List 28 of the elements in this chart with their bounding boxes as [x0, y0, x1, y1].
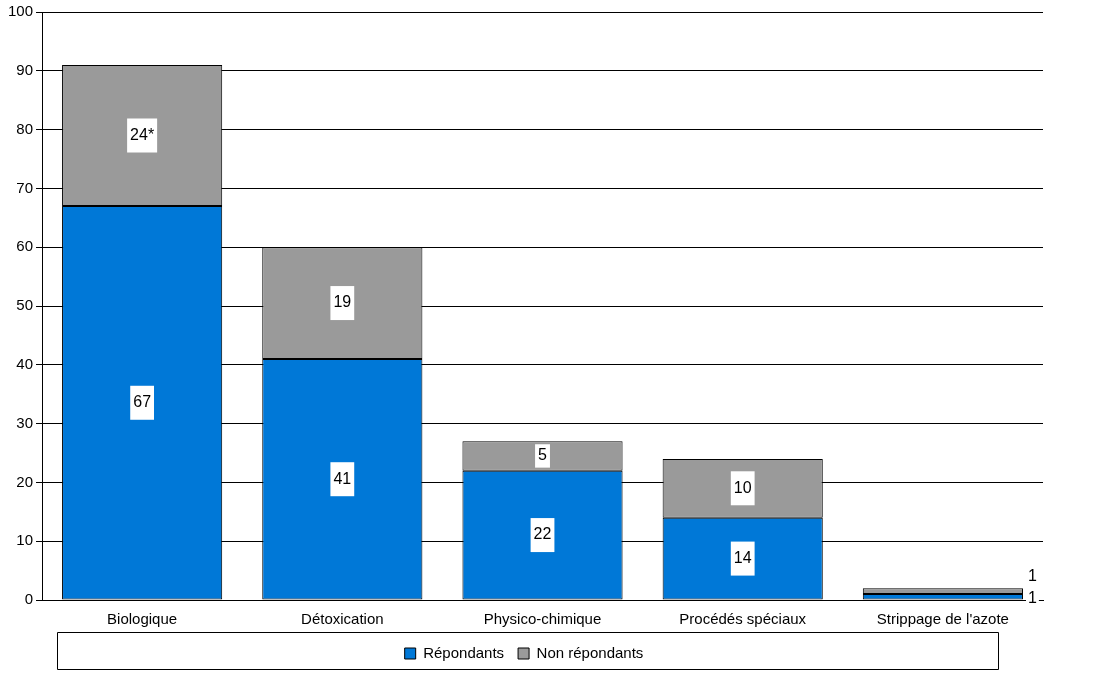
data-label: 14 [733, 549, 752, 566]
y-tick-label: 20 [16, 472, 34, 490]
data-label: 19 [333, 293, 352, 311]
data-label: 67 [133, 393, 152, 411]
y-tick-label: 50 [16, 296, 34, 314]
data-label: 1 [1027, 589, 1037, 607]
y-tick-label: 60 [16, 237, 34, 255]
y-tick-label: 100 [8, 2, 34, 20]
data-label: 1 [1027, 566, 1037, 584]
legend-label: Non répondants [536, 643, 644, 661]
y-tick-label: 40 [16, 354, 34, 372]
y-tick-label: 30 [16, 413, 34, 431]
data-label: 5 [538, 446, 548, 464]
data-label: 41 [333, 469, 352, 487]
x-tick-label: Détoxication [301, 610, 384, 628]
y-tick-label: 10 [16, 531, 34, 549]
x-tick-label: Physico-chimique [483, 610, 602, 628]
x-tick-label: Procédés spéciaux [679, 610, 807, 628]
y-tick-label: 70 [16, 178, 34, 196]
x-tick-label: Biologique [107, 610, 178, 628]
x-tick-label: Strippage de l'azote [876, 610, 1009, 628]
y-tick-label: 80 [16, 119, 34, 137]
data-label: 22 [533, 525, 552, 543]
legend-label: Répondants [423, 643, 505, 661]
y-tick-label: 90 [16, 60, 34, 78]
y-tick-label: 0 [24, 590, 34, 608]
data-label: 10 [733, 478, 752, 496]
data-label: 24* [130, 125, 155, 143]
